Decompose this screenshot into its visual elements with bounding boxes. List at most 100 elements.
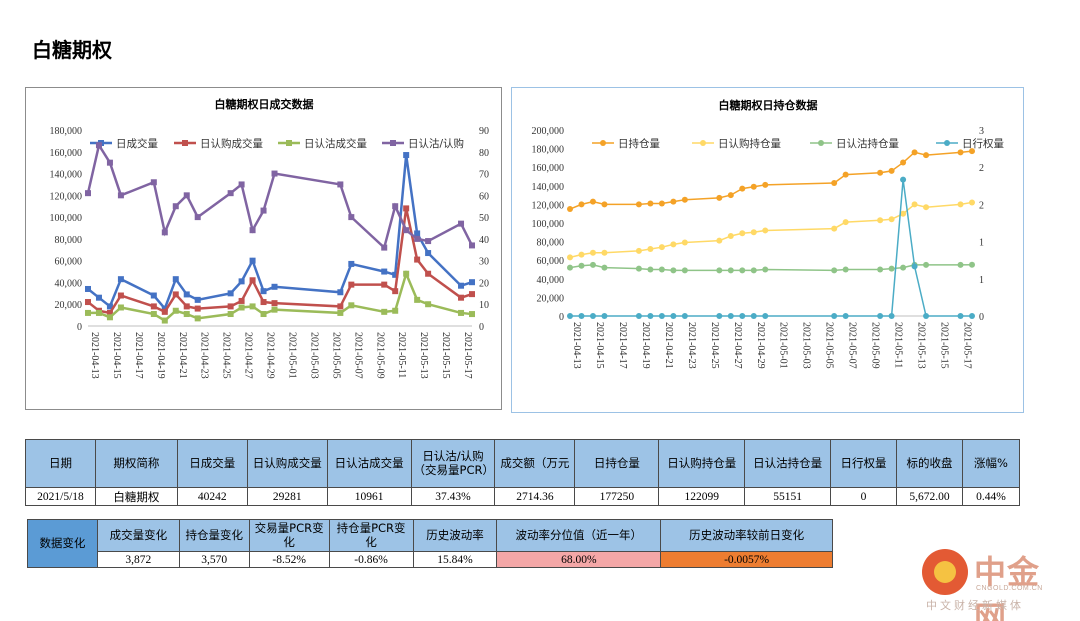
data-point: [106, 314, 113, 321]
data-point: [249, 227, 256, 234]
x-tick-label: 2021-05-13: [418, 332, 429, 379]
data-point: [957, 313, 964, 319]
data-point: [348, 281, 355, 288]
data-point: [589, 198, 596, 205]
y-tick-label-right: 1: [979, 275, 984, 286]
logo-domain: CNGOLD.COM.CN: [976, 585, 1043, 592]
data-point: [392, 271, 399, 278]
x-tick-label: 2021-05-09: [374, 332, 385, 379]
x-tick-label: 2021-04-19: [640, 322, 651, 369]
data-point: [425, 238, 432, 245]
data-point: [681, 196, 688, 203]
y-tick-label-left: 160,000: [50, 148, 83, 159]
y-tick-label-left: 60,000: [537, 256, 565, 267]
data-point: [957, 149, 964, 156]
data-point: [227, 311, 234, 318]
data-point: [458, 294, 465, 301]
y-tick-label-left: 100,000: [532, 219, 565, 230]
data-point: [106, 309, 113, 316]
data-point: [589, 249, 596, 256]
data-point: [900, 264, 907, 271]
y-tick-label-left: 80,000: [537, 238, 565, 249]
data-point: [381, 244, 388, 251]
y-tick-label-left: 160,000: [532, 163, 565, 174]
data-change-table: 数据变化 成交量变化 持仓量变化 交易量PCR变化 持仓量PCR变化 历史波动率…: [27, 519, 833, 568]
data-point: [194, 214, 201, 221]
data-point: [381, 268, 388, 275]
data-point: [271, 170, 278, 177]
data-point: [831, 313, 838, 319]
y-tick-label-right: 1: [979, 238, 984, 249]
data-point: [458, 282, 465, 289]
data-point: [227, 303, 234, 310]
cell-exercise-volume: 0: [830, 487, 897, 506]
data-point: [831, 180, 838, 187]
cell-put-oi: 55151: [744, 487, 832, 506]
data-point: [403, 227, 410, 234]
cell-call-volume: 29281: [246, 487, 328, 506]
y-tick-label-right: 90: [479, 126, 489, 137]
cell-put-volume: 10961: [326, 487, 412, 506]
data-point: [911, 149, 918, 156]
data-point: [106, 159, 113, 166]
data-point: [762, 266, 769, 273]
data-point: [578, 262, 585, 269]
data-point: [161, 308, 168, 315]
x-tick-label: 2021-05-11: [893, 322, 904, 368]
header-option-name: 期权简称: [94, 439, 178, 488]
y-tick-label-left: 100,000: [50, 213, 83, 224]
series-line: [569, 150, 973, 210]
data-point: [117, 304, 124, 311]
data-point: [658, 200, 665, 207]
x-tick-label: 2021-05-03: [801, 322, 812, 369]
x-tick-label: 2021-04-15: [111, 332, 122, 379]
data-point: [578, 251, 585, 258]
data-point: [567, 206, 573, 213]
y-tick-label-left: 40,000: [537, 275, 565, 286]
data-point: [381, 281, 388, 288]
y-tick-label-left: 120,000: [50, 191, 83, 202]
header-call-oi: 日认购持仓量: [658, 439, 746, 488]
y-tick-label-left: 140,000: [532, 182, 565, 193]
y-tick-label-right: 2: [979, 200, 984, 211]
data-point: [877, 266, 884, 273]
data-point: [670, 241, 677, 248]
data-point: [194, 305, 201, 312]
header-oi-pcr-change: 持仓量PCR变化: [328, 519, 414, 552]
data-point: [578, 201, 585, 208]
data-point: [567, 254, 573, 261]
x-tick-label: 2021-04-25: [221, 332, 232, 379]
data-point: [647, 246, 654, 253]
data-point: [150, 179, 157, 186]
data-point: [150, 292, 157, 299]
y-tick-label-right: 3: [979, 126, 984, 137]
cell-volume-pcr: 37.43%: [410, 487, 496, 506]
data-point: [589, 313, 596, 319]
y-tick-label-left: 140,000: [50, 170, 83, 181]
data-point: [647, 200, 654, 207]
data-point: [635, 313, 642, 319]
data-point: [716, 267, 723, 274]
header-put-volume: 日认沽成交量: [326, 439, 412, 488]
data-point: [403, 205, 410, 212]
cell-underlying-close: 5,672.00: [895, 487, 963, 506]
data-point: [425, 250, 432, 257]
x-tick-label: 2021-04-13: [89, 332, 100, 379]
y-tick-label-right: 10: [479, 300, 489, 311]
data-point: [716, 237, 723, 244]
data-point: [911, 201, 918, 208]
data-point: [750, 183, 757, 190]
data-point: [85, 309, 91, 316]
data-point: [337, 303, 344, 310]
data-point: [260, 311, 267, 318]
header-volume-change: 成交量变化: [96, 519, 180, 552]
x-tick-label: 2021-05-01: [286, 332, 297, 379]
header-oi-change: 持仓量变化: [178, 519, 250, 552]
chart-title: 白糖期权日成交数据: [215, 97, 314, 111]
y-tick-label-right: 60: [479, 191, 489, 202]
legend-item: 日认购持仓量: [692, 137, 781, 150]
y-tick-label-left: 80,000: [55, 235, 83, 246]
x-tick-label: 2021-05-09: [870, 322, 881, 369]
